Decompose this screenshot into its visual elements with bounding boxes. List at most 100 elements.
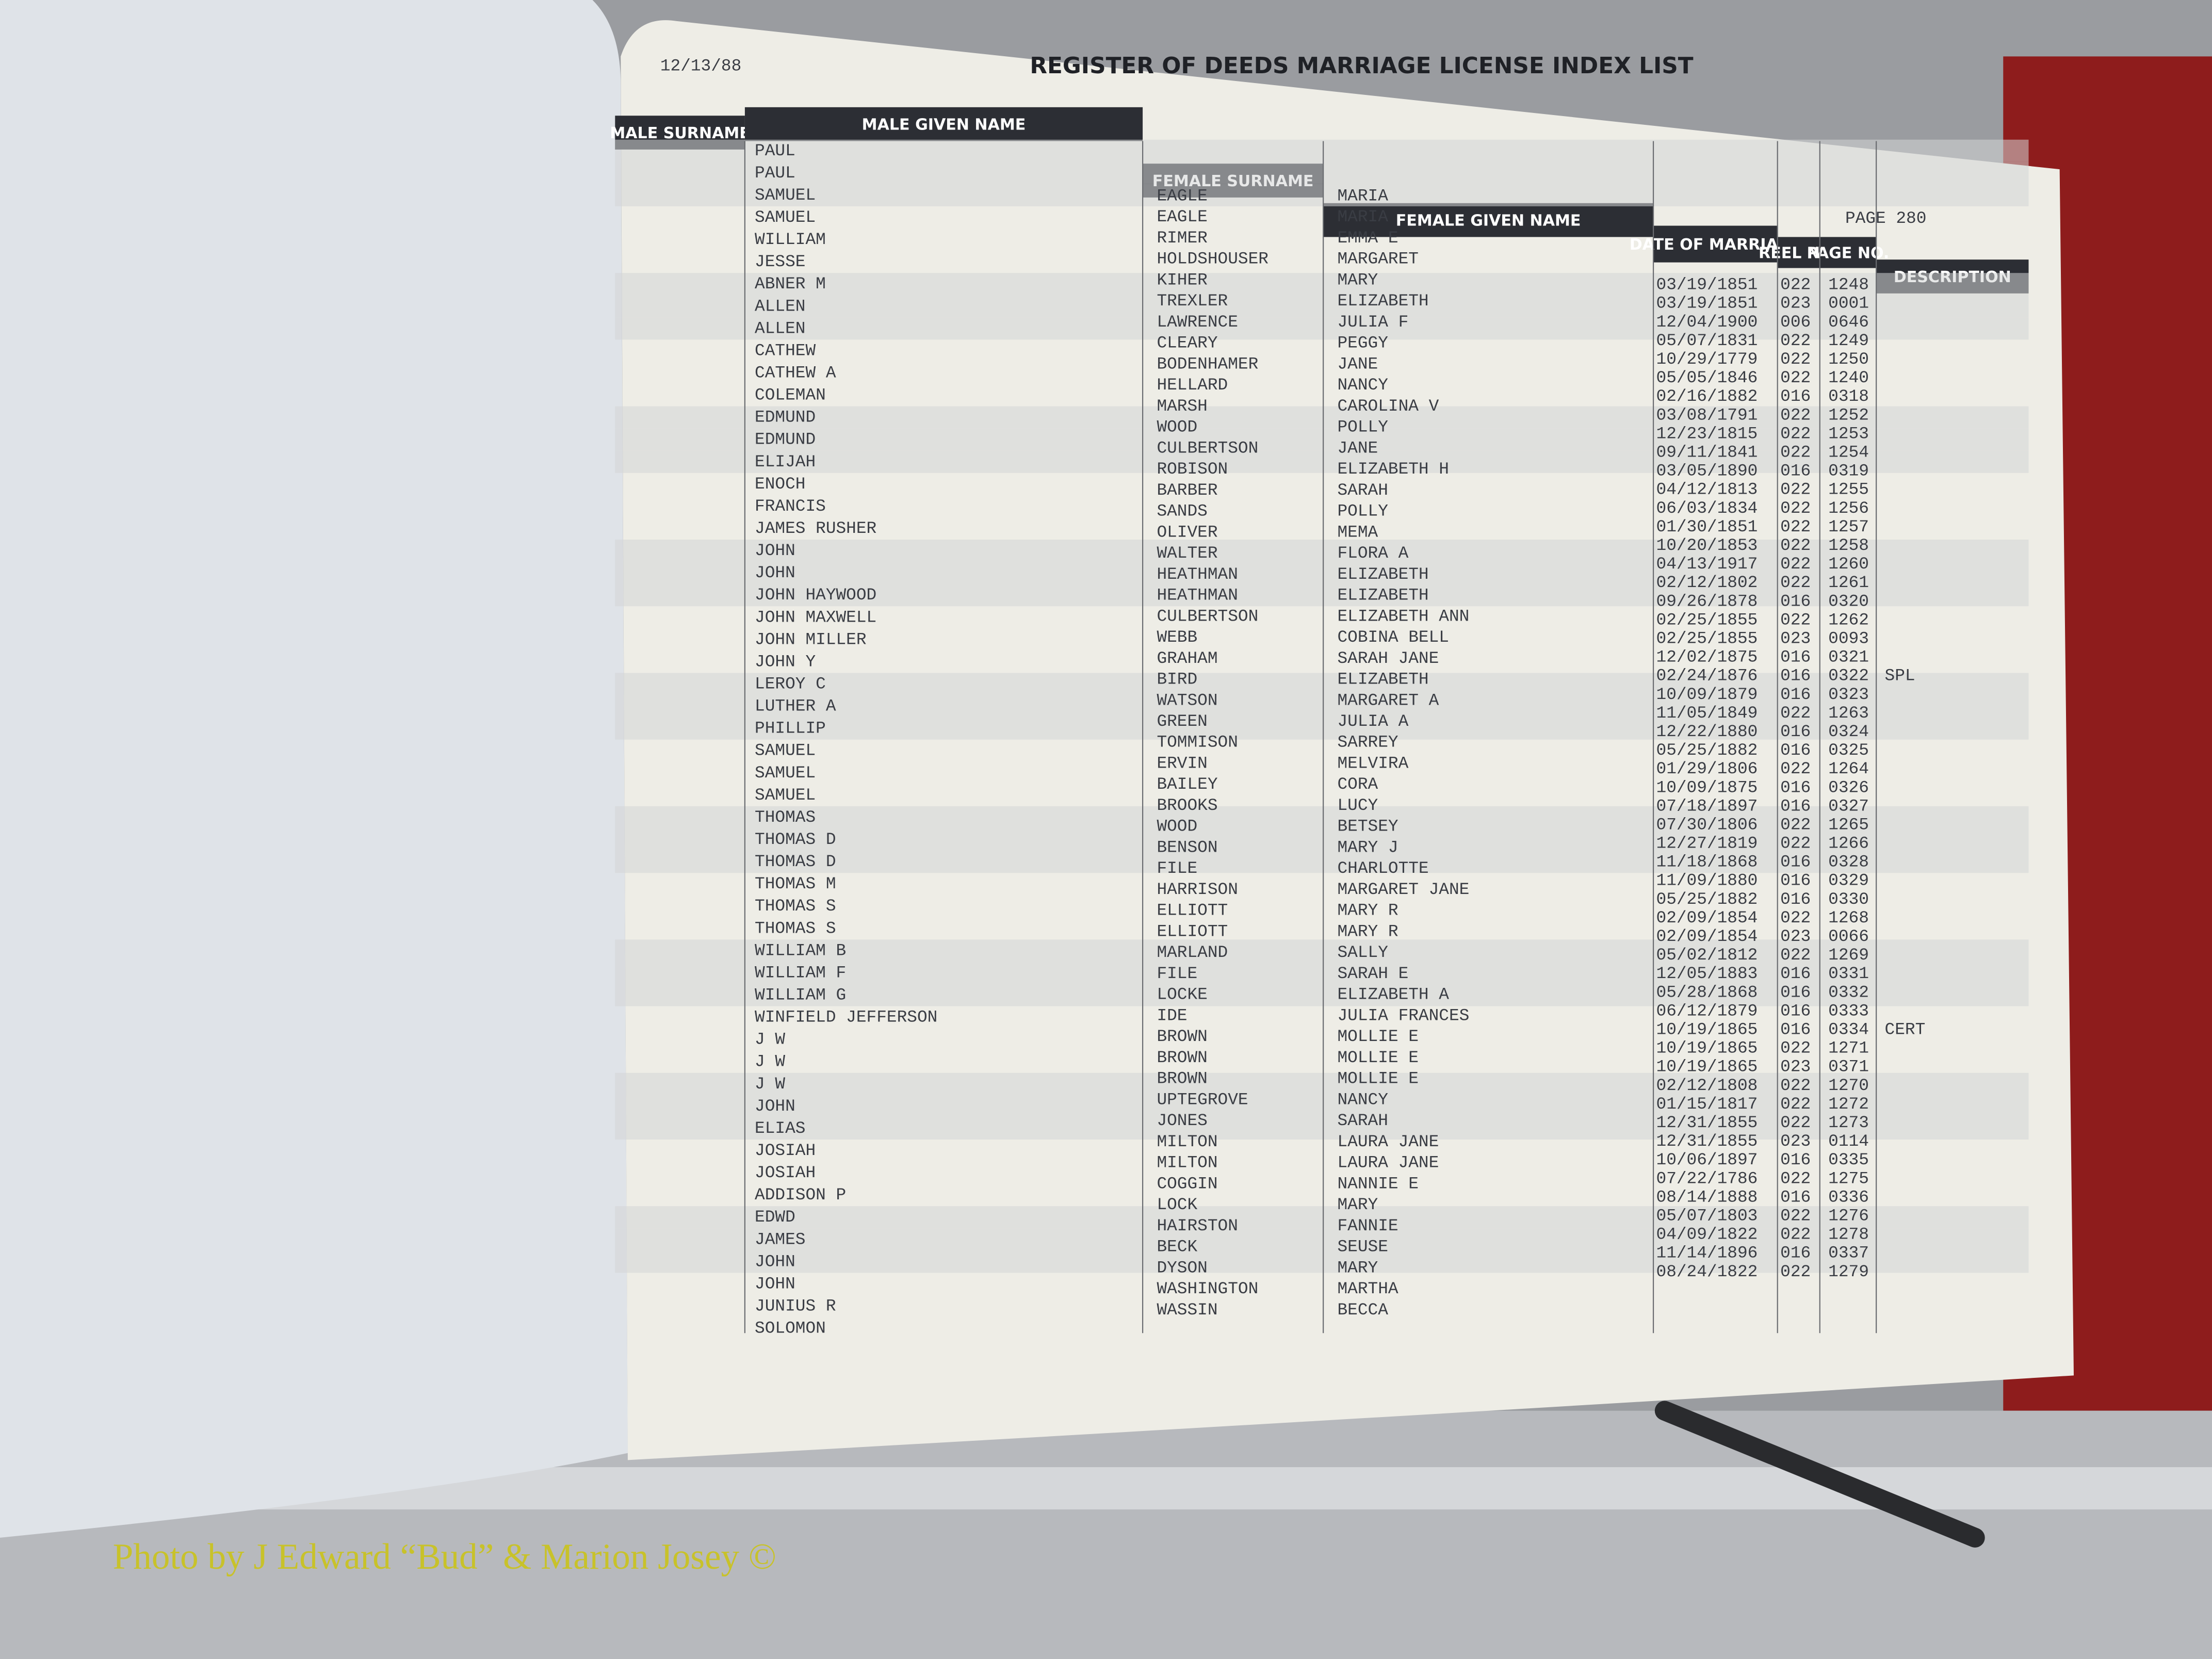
- page-number: 1249: [1828, 331, 1869, 350]
- reel-number: 016: [1780, 1150, 1811, 1169]
- row-band: [615, 273, 2029, 296]
- page-number: 1276: [1828, 1207, 1869, 1226]
- row-band: [615, 828, 2029, 851]
- male-given-name: SAMUEL: [755, 741, 816, 760]
- female-surname: ELLIOTT: [1157, 922, 1228, 941]
- female-given-name: MARIA: [1337, 207, 1388, 226]
- marriage-date: 03/19/1851: [1656, 275, 1758, 295]
- page-number: 0001: [1828, 294, 1869, 313]
- column-header-bg: [1653, 225, 1778, 263]
- reel-number: 016: [1780, 1244, 1811, 1263]
- row-band: [615, 584, 2029, 607]
- male-given-name: THOMAS S: [755, 919, 836, 938]
- male-given-name: JOHN: [755, 1274, 795, 1293]
- male-given-name: WILLIAM: [755, 230, 826, 249]
- male-given-name: THOMAS D: [755, 852, 836, 871]
- male-given-name: EDWD: [755, 1208, 795, 1227]
- female-surname: EAGLE: [1157, 186, 1207, 205]
- male-given-name: EDMUND: [755, 408, 816, 427]
- female-given-name: MARGARET A: [1337, 691, 1439, 710]
- page-number: 0321: [1828, 648, 1869, 667]
- row-band: [615, 1117, 2029, 1140]
- female-surname: UPTEGROVE: [1157, 1090, 1248, 1109]
- marriage-date: 12/31/1855: [1656, 1113, 1758, 1132]
- marriage-date: 10/09/1879: [1656, 685, 1758, 704]
- marriage-date: 01/15/1817: [1656, 1095, 1758, 1114]
- female-surname: WEBB: [1157, 628, 1197, 647]
- page-number: 1254: [1828, 443, 1869, 462]
- marriage-date: 11/14/1896: [1656, 1244, 1758, 1263]
- marriage-date: 06/03/1834: [1656, 499, 1758, 518]
- row-band: [615, 1095, 2029, 1117]
- column-header-bg: [744, 107, 1143, 141]
- page-number: 1269: [1828, 946, 1869, 965]
- reel-number: 022: [1780, 275, 1811, 295]
- reel-number: 016: [1780, 462, 1811, 481]
- row-band: [615, 695, 2029, 718]
- reel-number: 023: [1780, 1058, 1811, 1077]
- marriage-date: 04/12/1813: [1656, 480, 1758, 499]
- female-surname: HEATHMAN: [1157, 565, 1238, 584]
- marriage-date: 04/09/1822: [1656, 1225, 1758, 1244]
- page-number: 1262: [1828, 610, 1869, 629]
- male-given-name: FRANCIS: [755, 497, 826, 516]
- male-given-name: ELIJAH: [755, 452, 816, 471]
- row-band: [615, 717, 2029, 740]
- marriage-date: 12/23/1815: [1656, 424, 1758, 443]
- reel-number: 016: [1780, 1188, 1811, 1207]
- marriage-date: 08/24/1822: [1656, 1262, 1758, 1281]
- female-given-name: MELVIRA: [1337, 754, 1408, 773]
- female-surname: WALTER: [1157, 544, 1217, 563]
- female-surname: GRAHAM: [1157, 649, 1217, 668]
- row-band: [615, 295, 2029, 318]
- marriage-date: 04/13/1917: [1656, 555, 1758, 574]
- reel-number: 022: [1780, 536, 1811, 555]
- female-given-name: COBINA BELL: [1337, 628, 1449, 647]
- male-given-name: JOHN: [755, 541, 795, 560]
- reel-number: 022: [1780, 499, 1811, 518]
- male-given-name: J W: [755, 1052, 785, 1071]
- page-number: 1253: [1828, 424, 1869, 443]
- page-number: 0337: [1828, 1244, 1869, 1263]
- photo-credit: Photo by J Edward “Bud” & Marion Josey ©: [113, 1537, 776, 1577]
- page-number: 1271: [1828, 1039, 1869, 1058]
- female-surname: KIHER: [1157, 270, 1207, 289]
- male-given-name: JAMES: [755, 1230, 805, 1249]
- male-given-name: JOHN MILLER: [755, 630, 866, 649]
- reel-number: 022: [1780, 1207, 1811, 1226]
- marriage-date: 05/05/1846: [1656, 368, 1758, 387]
- male-given-name: ELIAS: [755, 1119, 805, 1138]
- female-surname: IDE: [1157, 1006, 1187, 1025]
- female-surname: TOMMISON: [1157, 733, 1238, 752]
- reel-number: 016: [1780, 983, 1811, 1002]
- page-number: 0334: [1828, 1020, 1869, 1039]
- page-number: 0329: [1828, 871, 1869, 890]
- female-given-name: CORA: [1337, 775, 1378, 794]
- male-given-name: ABNER M: [755, 274, 826, 294]
- row-band: [615, 939, 2029, 962]
- male-given-name: JOHN HAYWOOD: [755, 585, 876, 605]
- page-number: 1265: [1828, 815, 1869, 834]
- female-given-name: MARIA: [1337, 186, 1388, 205]
- male-given-name: CATHEW: [755, 341, 816, 360]
- reel-number: 023: [1780, 629, 1811, 648]
- female-surname: BARBER: [1157, 481, 1217, 500]
- female-surname: BROOKS: [1157, 796, 1217, 815]
- female-given-name: BECCA: [1337, 1300, 1388, 1320]
- marriage-date: 02/12/1808: [1656, 1076, 1758, 1095]
- page-number: 0324: [1828, 722, 1869, 741]
- female-given-name: MARTHA: [1337, 1279, 1398, 1298]
- female-surname: CULBERTSON: [1157, 607, 1258, 626]
- page-number: 0327: [1828, 796, 1869, 816]
- male-given-name: WILLIAM G: [755, 986, 846, 1005]
- reel-number: 022: [1780, 331, 1811, 350]
- female-surname: FILE: [1157, 859, 1197, 878]
- page-number: 1263: [1828, 704, 1869, 723]
- column-header: DATE OF MARRIAGE: [1630, 236, 1801, 254]
- marriage-date: 02/09/1854: [1656, 908, 1758, 928]
- female-given-name: JANE: [1337, 354, 1378, 373]
- female-given-name: ELIZABETH: [1337, 586, 1428, 605]
- reel-number: 022: [1780, 1225, 1811, 1244]
